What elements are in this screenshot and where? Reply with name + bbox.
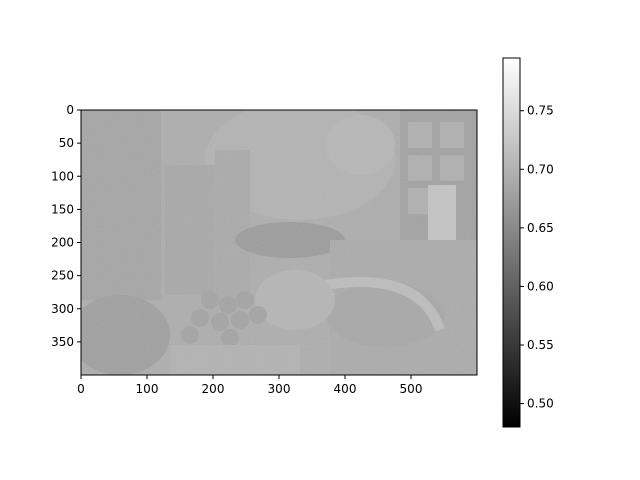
x-tick-label: 400 [334,382,357,396]
colorbar [502,57,521,428]
colorbar-tick-label: 0.55 [527,338,554,352]
y-tick-label: 300 [51,302,74,316]
colorbar-tick-label: 0.65 [527,221,554,235]
y-tick-label: 250 [51,269,74,283]
colorbar-tick-label: 0.50 [527,397,554,411]
y-tick-label: 200 [51,236,74,250]
colorbar-tick-label: 0.60 [527,279,554,293]
y-tick-label: 50 [59,136,74,150]
colorbar-tick-label: 0.75 [527,104,554,118]
x-tick-label: 100 [136,382,159,396]
y-tick-label: 0 [66,103,74,117]
y-axis: 0 50 100 150 200 250 300 350 [51,103,81,349]
heatmap-image [81,110,477,375]
y-tick-label: 350 [51,335,74,349]
x-tick-label: 300 [268,382,291,396]
y-tick-label: 150 [51,202,74,216]
x-tick-label: 200 [202,382,225,396]
x-tick-label: 0 [77,382,85,396]
colorbar-axis: 0.50 0.55 0.60 0.65 0.70 0.75 [520,104,554,411]
x-axis: 0 100 200 300 400 500 [77,375,422,396]
colorbar-tick-label: 0.70 [527,162,554,176]
x-tick-label: 500 [400,382,423,396]
y-tick-label: 100 [51,169,74,183]
